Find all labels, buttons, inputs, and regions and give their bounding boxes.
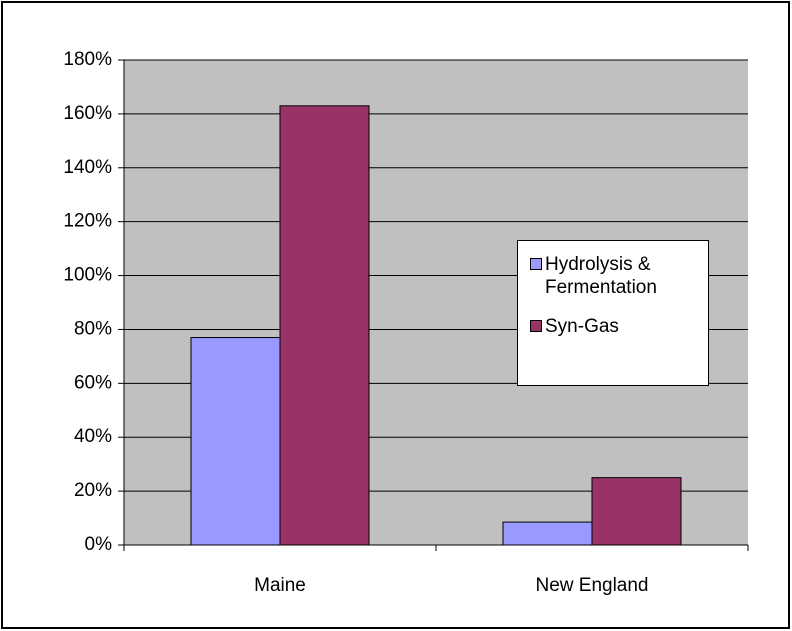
y-tick-label: 180% [63,49,112,70]
bar [279,105,370,546]
legend-label: Syn-Gas [545,316,619,337]
x-tick-label: Maine [254,575,306,596]
y-tick-label: 40% [74,426,112,447]
x-tick-label: New England [535,575,648,596]
bar [502,521,593,546]
legend-item: Hydrolysis & Fermentation [530,253,702,299]
y-tick-label: 60% [74,372,112,393]
bar [190,337,281,546]
legend: Hydrolysis & Fermentation Syn-Gas [517,240,709,386]
y-tick-label: 160% [63,103,112,124]
y-tick-label: 80% [74,318,112,339]
y-tick-label: 140% [63,157,112,178]
legend-item: Syn-Gas [530,315,702,338]
bar [591,477,682,546]
legend-swatch [530,320,542,332]
y-tick-label: 0% [85,534,113,555]
y-tick-label: 100% [63,265,112,286]
y-tick-label: 20% [74,480,112,501]
legend-label: Hydrolysis & Fermentation [545,254,657,298]
legend-swatch [530,258,542,270]
y-tick-label: 120% [63,211,112,232]
